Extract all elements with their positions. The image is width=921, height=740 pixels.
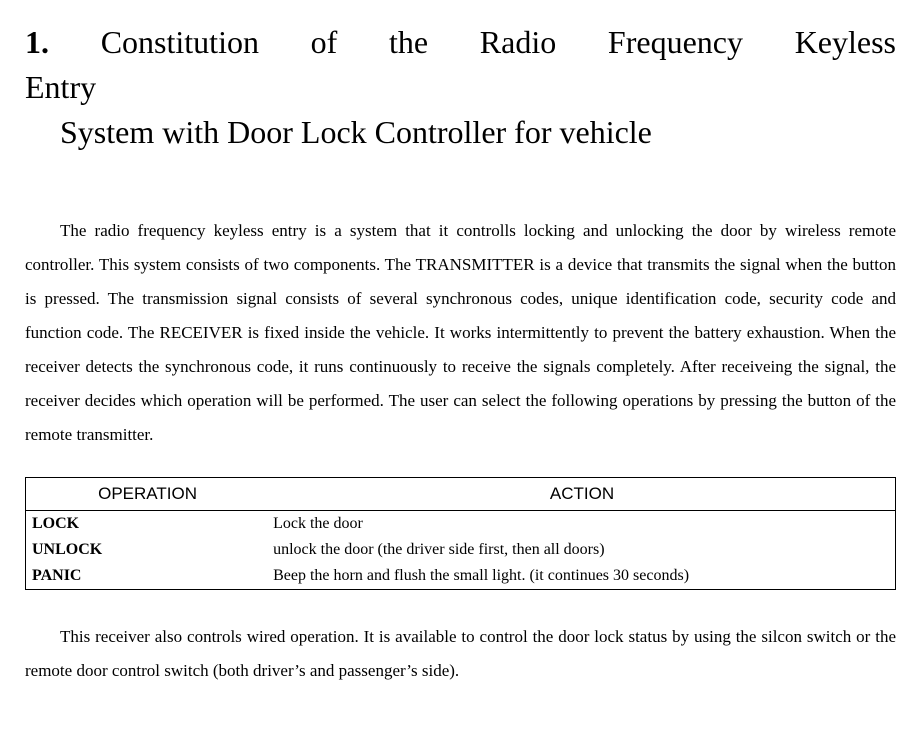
heading-line-1b: Entry bbox=[25, 65, 896, 110]
table-row: LOCK Lock the door bbox=[26, 511, 896, 538]
heading-line-2: System with Door Lock Controller for veh… bbox=[25, 110, 896, 155]
paragraph-1: The radio frequency keyless entry is a s… bbox=[25, 214, 896, 452]
heading-line-1: 1. Constitution of the Radio Frequency K… bbox=[25, 20, 896, 65]
cell-op: PANIC bbox=[26, 563, 270, 590]
operations-table: OPERATION ACTION LOCK Lock the door UNLO… bbox=[25, 477, 896, 590]
cell-op: LOCK bbox=[26, 511, 270, 538]
heading-number: 1. bbox=[25, 24, 49, 60]
cell-ac: unlock the door (the driver side first, … bbox=[269, 537, 895, 563]
table-header-row: OPERATION ACTION bbox=[26, 478, 896, 511]
cell-op: UNLOCK bbox=[26, 537, 270, 563]
heading-rest: Constitution of the Radio Frequency Keyl… bbox=[101, 24, 896, 60]
cell-ac: Lock the door bbox=[269, 511, 895, 538]
table-row: UNLOCK unlock the door (the driver side … bbox=[26, 537, 896, 563]
th-action: ACTION bbox=[269, 478, 895, 511]
cell-ac: Beep the horn and flush the small light.… bbox=[269, 563, 895, 590]
table-row: PANIC Beep the horn and flush the small … bbox=[26, 563, 896, 590]
paragraph-2: This receiver also controls wired operat… bbox=[25, 620, 896, 688]
th-operation: OPERATION bbox=[26, 478, 270, 511]
